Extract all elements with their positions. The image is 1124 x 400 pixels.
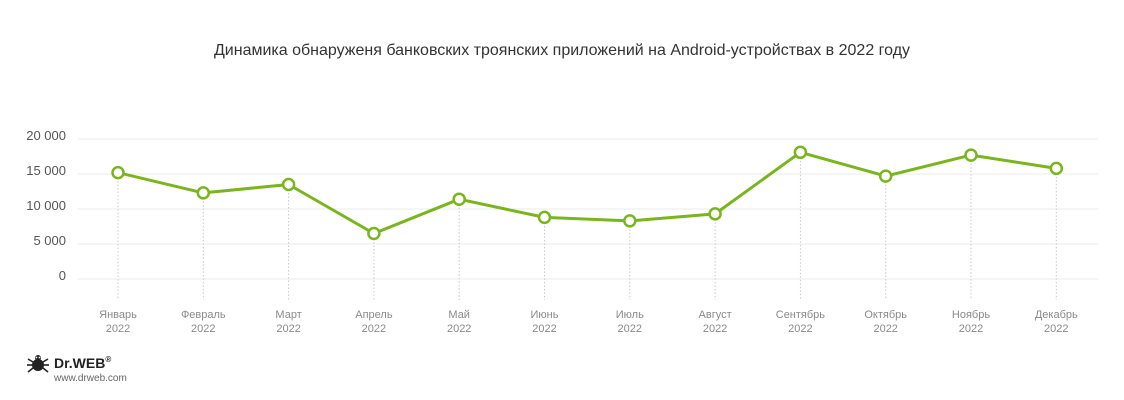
data-point [537, 210, 552, 225]
data-points [111, 145, 1064, 241]
x-tick-label-month: Ноябрь [952, 309, 990, 321]
data-point [964, 148, 978, 162]
x-tick-label-month: Май [448, 309, 470, 321]
chart-title: Динамика обнаруженя банковских троянских… [213, 42, 911, 59]
data-point [623, 214, 637, 228]
brand-name: Dr.WEB® [54, 355, 111, 371]
x-tick-label-month: Март [275, 309, 301, 321]
x-tick-label-month: Июль [616, 309, 644, 321]
drweb-spider-logo-icon [26, 352, 50, 381]
data-point [111, 165, 125, 180]
x-tick-label-year: 2022 [873, 323, 897, 335]
data-point [452, 192, 466, 206]
y-axis-tick-labels: 0 5 000 10 000 15 000 20 000 [26, 128, 66, 283]
x-axis-tick-labels: Январь 2022 Февраль 2022 Март 2022 Апрель 2022 М… [99, 309, 1078, 335]
x-tick-label-year: 2022 [959, 323, 983, 335]
series-line-group [117, 150, 1057, 235]
x-tick-label-year: 2022 [788, 323, 812, 335]
x-tick-label-month: Сентябрь [776, 309, 826, 321]
y-tick-label: 20 000 [26, 128, 66, 143]
data-point [367, 226, 381, 241]
brand-url: www.drweb.com [54, 373, 127, 384]
series-line [117, 150, 1057, 235]
x-tick-label-month: Февраль [181, 309, 226, 321]
y-tick-label: 10 000 [26, 198, 66, 213]
y-tick-label: 5 000 [33, 233, 66, 248]
grid-lines [78, 138, 1098, 280]
category-guide-lines [117, 157, 1057, 300]
x-tick-label-year: 2022 [276, 323, 300, 335]
brand-name-text: Dr.WEB [54, 355, 106, 371]
x-tick-label-year: 2022 [703, 323, 727, 335]
x-tick-label-month: Октябрь [864, 309, 907, 321]
data-point [793, 145, 808, 160]
data-point [1049, 161, 1064, 176]
x-tick-label-month: Январь [99, 309, 137, 321]
data-point [196, 186, 211, 200]
x-tick-label-year: 2022 [532, 323, 556, 335]
brand-registered-mark: ® [105, 355, 112, 364]
data-point [708, 207, 722, 221]
x-tick-label-month: Июнь [531, 309, 559, 321]
x-tick-label-year: 2022 [1044, 323, 1068, 335]
x-tick-label-year: 2022 [362, 323, 386, 335]
x-tick-label-year: 2022 [618, 323, 642, 335]
x-tick-label-month: Декабрь [1035, 309, 1078, 321]
y-tick-label: 0 [59, 268, 66, 283]
data-point [281, 177, 296, 192]
data-point [878, 169, 893, 183]
x-tick-label-month: Апрель [355, 309, 393, 321]
x-tick-label-year: 2022 [191, 323, 215, 335]
x-tick-label-year: 2022 [447, 323, 471, 335]
x-tick-label-month: Август [699, 309, 732, 321]
x-tick-label-year: 2022 [106, 323, 130, 335]
y-tick-label: 15 000 [26, 163, 66, 178]
